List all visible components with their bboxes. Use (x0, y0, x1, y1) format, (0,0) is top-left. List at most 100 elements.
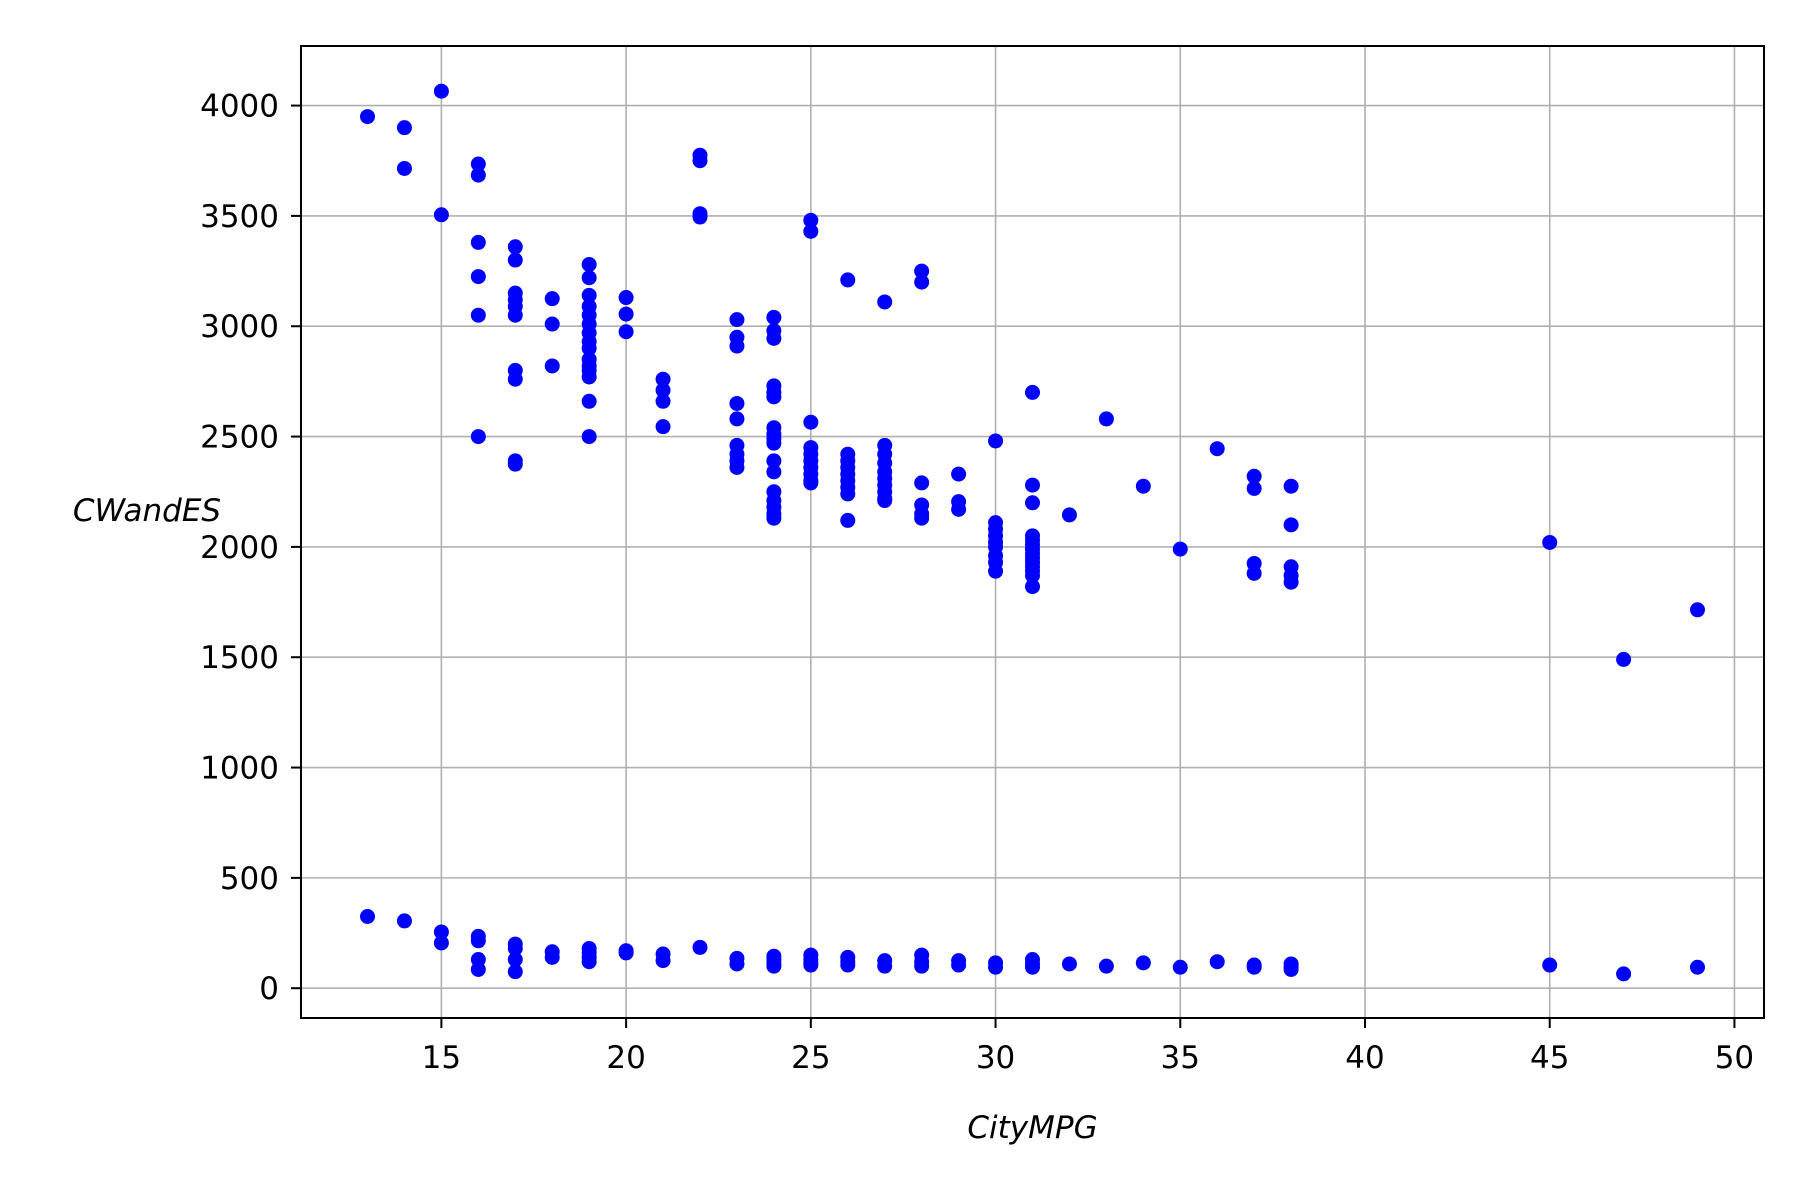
data-point (766, 453, 782, 469)
data-point (655, 371, 671, 387)
data-point (729, 411, 745, 427)
data-point (581, 340, 597, 356)
data-point (507, 952, 523, 968)
data-point (507, 307, 523, 323)
data-point (544, 358, 560, 374)
data-point (840, 272, 856, 288)
data-point (470, 307, 486, 323)
data-point (803, 212, 819, 228)
data-point (914, 510, 930, 526)
data-point (433, 924, 449, 940)
data-point (360, 109, 375, 125)
data-point (1616, 651, 1632, 667)
data-point (914, 958, 930, 974)
data-point (1098, 411, 1114, 427)
data-point (988, 563, 1004, 579)
x-tick-label: 30 (976, 1040, 1015, 1076)
data-point (692, 939, 708, 955)
y-tick-label: 2500 (200, 420, 279, 456)
data-point (396, 160, 412, 176)
data-point (1025, 959, 1040, 975)
data-point (1283, 961, 1299, 977)
x-axis-title: CityMPG (967, 1110, 1097, 1146)
data-point (766, 389, 782, 405)
data-point (396, 120, 412, 136)
data-point (840, 512, 856, 528)
data-point (618, 324, 634, 340)
data-point (951, 466, 967, 482)
data-point (433, 207, 449, 223)
data-point (729, 956, 745, 972)
y-axis-title: CWandES (73, 493, 221, 529)
data-point (766, 309, 782, 325)
x-tick-label: 35 (1161, 1040, 1200, 1076)
data-point (1061, 956, 1077, 972)
y-tick-label: 1500 (200, 640, 279, 676)
x-tick-label: 20 (606, 1040, 645, 1076)
data-point (951, 957, 967, 973)
data-point (470, 961, 486, 977)
data-point (766, 958, 782, 974)
data-point (766, 435, 782, 451)
data-point (507, 252, 523, 268)
data-point (581, 393, 597, 409)
data-point (1246, 959, 1262, 975)
x-tick-label: 40 (1345, 1040, 1384, 1076)
data-point (655, 953, 671, 969)
data-point (914, 475, 930, 491)
data-point (618, 290, 634, 306)
data-point (1246, 480, 1262, 496)
data-point (803, 475, 819, 491)
data-point (951, 501, 967, 517)
data-point (766, 464, 782, 480)
data-point (655, 382, 671, 398)
data-point (470, 429, 486, 445)
x-tick-label: 25 (791, 1040, 830, 1076)
data-point (581, 270, 597, 286)
data-point (1135, 955, 1151, 971)
data-point (1246, 468, 1262, 484)
y-tick-label: 4000 (200, 89, 279, 125)
y-tick-label: 500 (220, 861, 279, 897)
x-tick-label: 45 (1530, 1040, 1569, 1076)
data-point (914, 274, 930, 290)
data-point (914, 263, 930, 279)
data-point (988, 433, 1004, 449)
data-point (729, 459, 745, 475)
data-point (988, 959, 1004, 975)
data-point (729, 395, 745, 411)
x-tick-label: 15 (422, 1040, 461, 1076)
data-point (877, 294, 893, 310)
y-tick-label: 2000 (200, 530, 279, 566)
data-point (655, 393, 671, 409)
data-point (581, 954, 597, 970)
data-point (692, 153, 708, 169)
data-point (1616, 966, 1632, 982)
data-point (544, 316, 560, 332)
data-point (1025, 477, 1040, 493)
data-point (1283, 517, 1299, 533)
data-point (581, 369, 597, 385)
data-point (470, 156, 486, 172)
data-point (1172, 959, 1188, 975)
data-point (840, 486, 856, 502)
data-point (470, 234, 486, 250)
y-tick-label: 3500 (200, 199, 279, 235)
data-point (729, 312, 745, 328)
data-point (581, 429, 597, 445)
data-point (803, 223, 819, 239)
data-point (729, 338, 745, 354)
data-point (803, 414, 819, 430)
data-point (360, 908, 375, 924)
data-point (1098, 958, 1114, 974)
data-point (766, 330, 782, 346)
y-tick-label: 0 (259, 971, 279, 1007)
data-point (396, 913, 412, 929)
data-point (1542, 534, 1558, 550)
data-point (544, 949, 560, 965)
data-point (618, 306, 634, 322)
data-point (1283, 574, 1299, 590)
data-point (1025, 384, 1040, 400)
